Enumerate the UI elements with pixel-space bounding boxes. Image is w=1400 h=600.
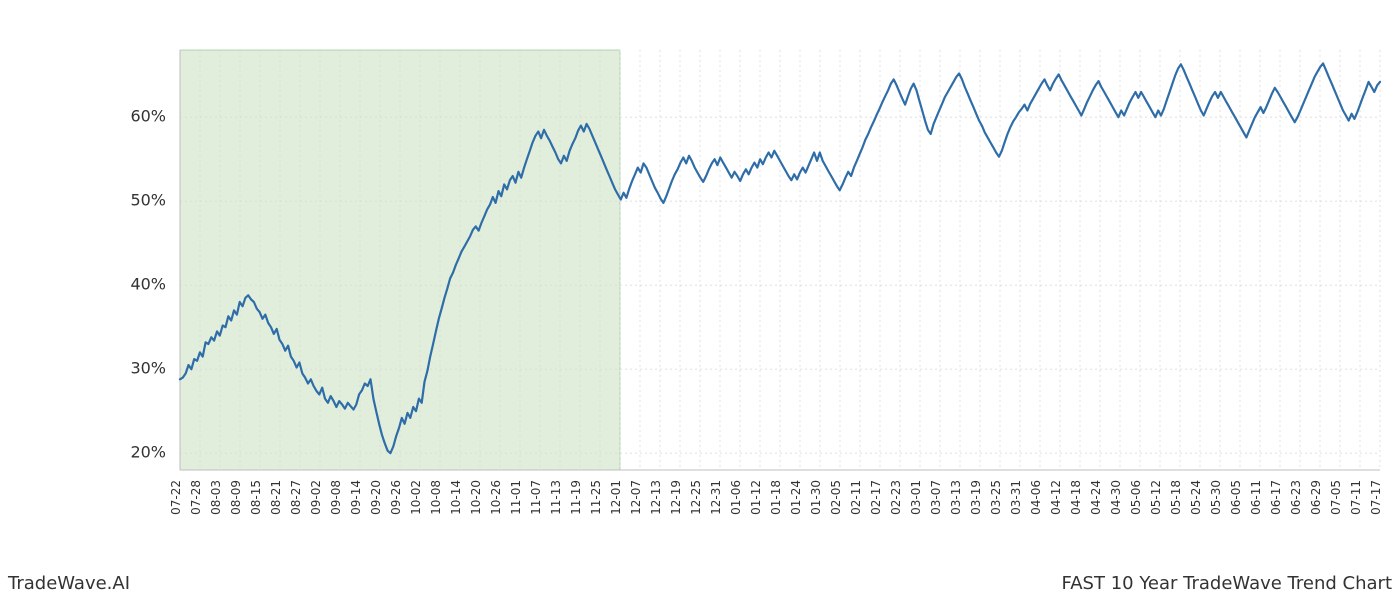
- x-tick-label: 11-01: [509, 480, 523, 515]
- x-tick-label: 10-14: [449, 480, 463, 515]
- x-tick-label: 12-13: [649, 480, 663, 515]
- x-tick-label: 12-31: [709, 480, 723, 515]
- x-tick-label: 12-19: [669, 480, 683, 515]
- x-tick-label: 04-30: [1109, 480, 1123, 515]
- x-tick-label: 01-24: [789, 480, 803, 515]
- x-tick-label: 04-12: [1049, 480, 1063, 515]
- trend-chart: 20% 30% 40% 50% 60% 07-22 07-28 08-03 08-09 08-15…: [0, 0, 1400, 600]
- x-tick-label: 09-14: [349, 480, 363, 515]
- y-tick-label: 30%: [130, 359, 166, 378]
- x-tick-label: 06-11: [1249, 480, 1263, 515]
- x-tick-label: 03-07: [929, 480, 943, 515]
- footer-title: FAST 10 Year TradeWave Trend Chart: [1062, 573, 1392, 594]
- x-tick-label: 08-27: [289, 480, 303, 515]
- x-tick-label: 02-05: [829, 480, 843, 515]
- x-tick-label: 02-11: [849, 480, 863, 515]
- x-tick-label: 12-01: [609, 480, 623, 515]
- x-tick-label: 11-13: [549, 480, 563, 515]
- x-tick-label: 07-17: [1369, 480, 1383, 515]
- x-tick-label: 01-12: [749, 480, 763, 515]
- x-tick-label: 04-24: [1089, 480, 1103, 515]
- x-tick-label: 06-23: [1289, 480, 1303, 515]
- x-tick-label: 07-28: [189, 480, 203, 515]
- x-tick-label: 07-05: [1329, 480, 1343, 515]
- x-tick-label: 01-06: [729, 480, 743, 515]
- x-tick-label: 03-01: [909, 480, 923, 515]
- x-tick-label: 10-20: [469, 480, 483, 515]
- x-tick-label: 05-12: [1149, 480, 1163, 515]
- y-tick-label: 50%: [130, 191, 166, 210]
- chart-container: 2024-07-22 to 2024-11-28 20%30%40%50%60%…: [0, 0, 1400, 600]
- x-tick-label: 09-20: [369, 480, 383, 515]
- x-tick-label: 04-06: [1029, 480, 1043, 515]
- x-tick-label: 05-24: [1189, 480, 1203, 515]
- y-tick-label: 20%: [130, 443, 166, 462]
- x-tick-label: 09-02: [309, 480, 323, 515]
- footer-brand: TradeWave.AI: [8, 573, 130, 594]
- x-tick-label: 08-21: [269, 480, 283, 515]
- x-tick-label: 09-08: [329, 480, 343, 515]
- x-tick-label: 10-26: [489, 480, 503, 515]
- x-tick-label: 03-13: [949, 480, 963, 515]
- x-tick-label: 03-31: [1009, 480, 1023, 515]
- x-tick-label: 06-05: [1229, 480, 1243, 515]
- x-tick-label: 08-15: [249, 480, 263, 515]
- x-tick-label: 10-02: [409, 480, 423, 515]
- x-tick-label: 04-18: [1069, 480, 1083, 515]
- x-tick-label: 02-17: [869, 480, 883, 515]
- x-tick-label: 03-25: [989, 480, 1003, 515]
- x-tick-label: 11-07: [529, 480, 543, 515]
- x-tick-label: 10-08: [429, 480, 443, 515]
- x-tick-label: 01-18: [769, 480, 783, 515]
- x-tick-label: 12-07: [629, 480, 643, 515]
- x-tick-label: 05-30: [1209, 480, 1223, 515]
- x-tick-label: 01-30: [809, 480, 823, 515]
- x-tick-label: 05-06: [1129, 480, 1143, 515]
- x-tick-label: 09-26: [389, 480, 403, 515]
- x-tick-label: 02-23: [889, 480, 903, 515]
- y-tick-label: 60%: [130, 107, 166, 126]
- x-tick-label: 11-25: [589, 480, 603, 515]
- x-tick-label: 07-11: [1349, 480, 1363, 515]
- x-tick-label: 06-17: [1269, 480, 1283, 515]
- x-tick-label: 07-22: [169, 480, 183, 515]
- x-tick-label: 12-25: [689, 480, 703, 515]
- x-tick-label: 03-19: [969, 480, 983, 515]
- x-tick-label: 06-29: [1309, 480, 1323, 515]
- x-tick-label: 11-19: [569, 480, 583, 515]
- x-tick-label: 05-18: [1169, 480, 1183, 515]
- x-tick-label: 08-03: [209, 480, 223, 515]
- x-tick-label: 08-09: [229, 480, 243, 515]
- y-tick-label: 40%: [130, 275, 166, 294]
